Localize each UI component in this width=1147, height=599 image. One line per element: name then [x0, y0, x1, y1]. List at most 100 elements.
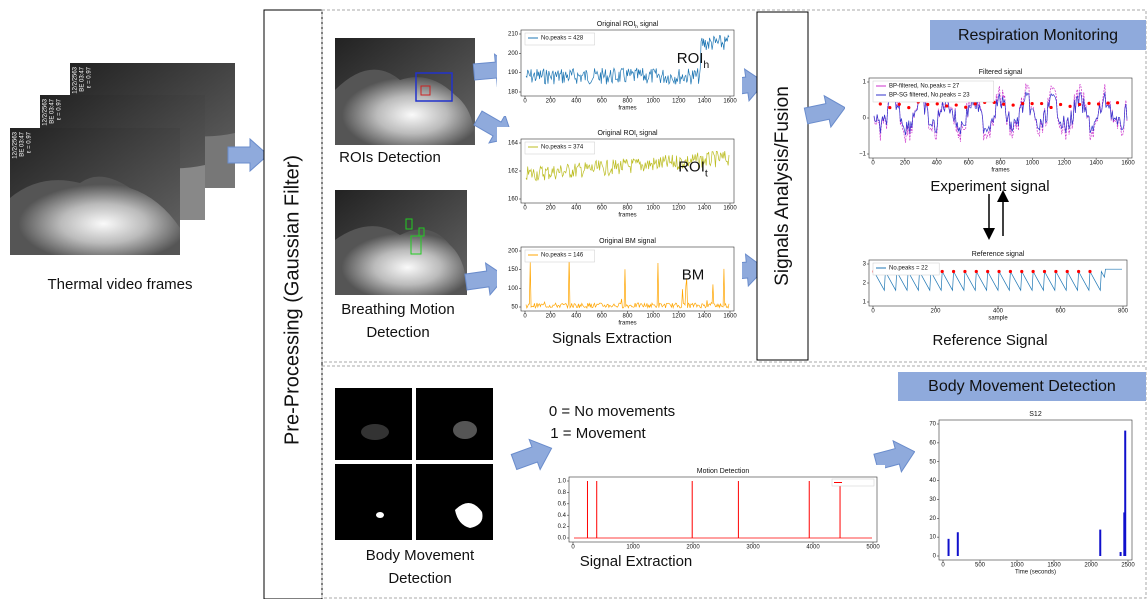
peak: [952, 270, 955, 273]
x-tick-label: 800: [622, 206, 633, 212]
x-tick-label: 600: [1055, 309, 1066, 315]
y-tick-label: 100: [508, 286, 519, 292]
peak: [926, 103, 929, 106]
y-tick-label: 200: [508, 249, 519, 255]
x-tick-label: 600: [597, 314, 608, 320]
peak: [1077, 270, 1080, 273]
y-tick-label: 40: [929, 478, 936, 484]
peak: [1012, 103, 1015, 106]
peak: [997, 270, 1000, 273]
roi-image: [335, 38, 475, 145]
title-part: signal: [637, 130, 658, 137]
x-tick-label: 600: [964, 161, 975, 167]
peak: [963, 270, 966, 273]
frame-text: BE 03:47: [50, 98, 56, 123]
legend-text: No.peaks = 428: [541, 36, 584, 42]
legend-text: No.peaks = 22: [889, 266, 929, 272]
x-tick-label: 800: [995, 161, 1006, 167]
x-tick-label: 400: [571, 314, 582, 320]
x-tick-label: 200: [900, 161, 911, 167]
peak: [1059, 103, 1062, 106]
movement: [957, 532, 959, 556]
input-label: Thermal video frames: [47, 276, 192, 293]
y-tick-label: 20: [929, 516, 936, 522]
x-tick-label: 1000: [646, 314, 660, 320]
title-part: h: [703, 59, 709, 71]
x-axis-label: frames: [618, 213, 636, 219]
title-part: Original: [597, 21, 623, 28]
label: Experiment signal: [930, 178, 1049, 195]
title-part: Motion Detection: [697, 468, 750, 475]
x-tick-label: 600: [597, 99, 608, 105]
x-tick-label: 1000: [646, 99, 660, 105]
label: Signal Extraction: [580, 553, 693, 570]
peak: [941, 270, 944, 273]
peak: [898, 103, 901, 106]
header: Respiration Monitoring: [958, 27, 1118, 44]
x-tick-label: 400: [932, 161, 943, 167]
x-tick-label: 400: [571, 206, 582, 212]
x-tick-label: 1600: [723, 99, 737, 105]
chart-bg: [545, 465, 885, 555]
x-axis-label: frames: [991, 168, 1009, 174]
x-tick-label: 1600: [723, 206, 737, 212]
peak: [1097, 102, 1100, 105]
peak: [975, 270, 978, 273]
label: Reference Signal: [932, 332, 1047, 349]
y-tick-label: 10: [929, 535, 936, 541]
y-tick-label: 1.0: [558, 479, 567, 485]
peak: [1087, 102, 1090, 105]
header: Body Movement Detection: [928, 378, 1116, 395]
legend-text: BP-filtered, No.peaks = 27: [889, 84, 960, 90]
y-tick-label: 50: [511, 305, 518, 311]
peak: [1021, 102, 1024, 105]
y-tick-label: 50: [929, 459, 936, 465]
movement: [1099, 530, 1101, 556]
frame-text: 12/2/2563: [43, 98, 49, 125]
y-tick-label: 150: [508, 267, 519, 273]
title-part: ROI: [678, 158, 705, 175]
title-part: Original: [597, 130, 623, 137]
y-tick-label: 200: [508, 51, 519, 57]
bm-image: [335, 190, 467, 295]
label: ROIs Detection: [339, 149, 441, 166]
title-part: ROI: [677, 50, 704, 67]
y-tick-label: 0.2: [558, 524, 567, 530]
title-part: Reference signal: [972, 251, 1025, 258]
x-tick-label: 1400: [1089, 161, 1103, 167]
peak: [1088, 270, 1091, 273]
x-tick-label: 2000: [1084, 563, 1098, 569]
fusion-label: Signals Analysis/Fusion: [772, 86, 793, 286]
movement: [1124, 431, 1126, 556]
label: Body Movement: [366, 547, 475, 564]
frame-text: BE 03:47: [80, 66, 86, 91]
chart-title: Filtered signal: [979, 69, 1023, 76]
y-tick-label: 60: [929, 440, 936, 446]
peak: [955, 103, 958, 106]
peak: [1032, 270, 1035, 273]
chart-title: S12: [1029, 411, 1042, 418]
frame-text: ε = 0.97: [57, 98, 63, 120]
x-tick-label: 5000: [866, 545, 880, 551]
x-axis-label: sample: [988, 316, 1008, 322]
x-tick-label: 200: [930, 309, 941, 315]
x-tick-label: 200: [546, 314, 557, 320]
title-part: t: [705, 167, 708, 179]
y-tick-label: 0.4: [558, 513, 567, 519]
peak: [1066, 270, 1069, 273]
peak: [964, 106, 967, 109]
title-part: ROI: [623, 21, 636, 28]
peak: [1068, 105, 1071, 108]
x-tick-label: 2500: [1121, 563, 1135, 569]
x-tick-label: 1200: [672, 314, 686, 320]
x-tick-label: 1400: [698, 314, 712, 320]
peak: [888, 106, 891, 109]
title-part: Original BM signal: [599, 238, 656, 245]
y-tick-label: 164: [508, 141, 519, 147]
peak: [1116, 101, 1119, 104]
x-tick-label: 1000: [1010, 563, 1024, 569]
x-tick-label: 400: [571, 99, 582, 105]
chart-title: Original BM signal: [599, 238, 656, 245]
y-tick-label: 0.8: [558, 490, 567, 496]
